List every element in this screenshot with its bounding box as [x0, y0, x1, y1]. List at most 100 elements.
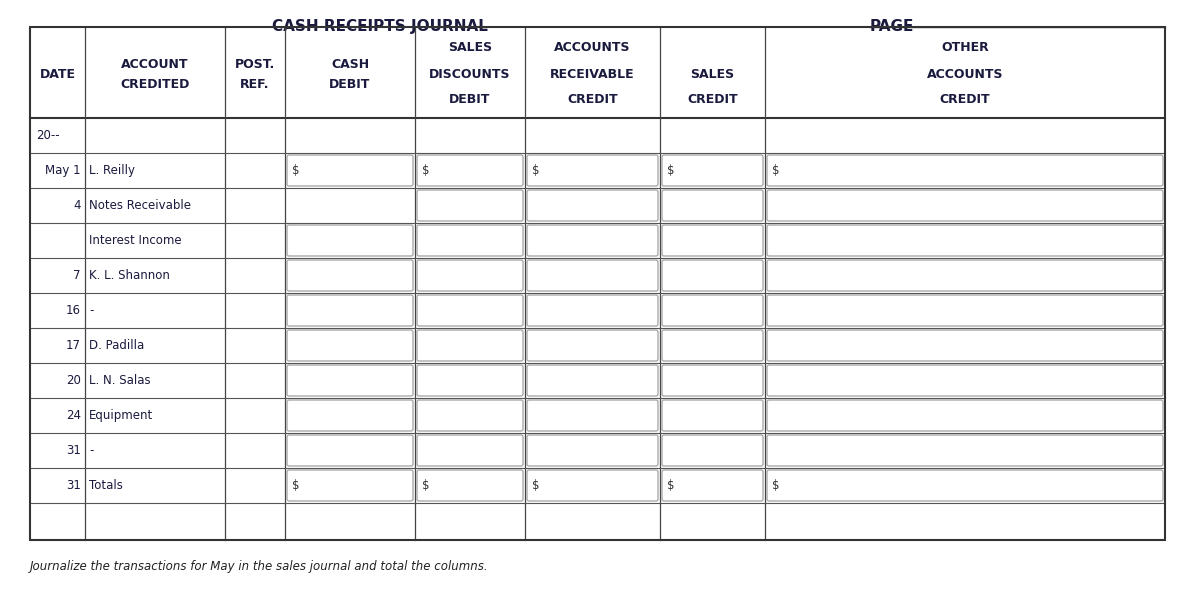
- Text: PAGE: PAGE: [870, 19, 914, 34]
- Text: ACCOUNTS: ACCOUNTS: [554, 40, 631, 53]
- Text: -: -: [89, 444, 94, 457]
- FancyBboxPatch shape: [527, 435, 658, 466]
- Text: Notes Receivable: Notes Receivable: [89, 199, 191, 212]
- FancyBboxPatch shape: [418, 155, 523, 186]
- FancyBboxPatch shape: [662, 260, 763, 291]
- FancyBboxPatch shape: [418, 400, 523, 431]
- FancyBboxPatch shape: [527, 400, 658, 431]
- Text: $: $: [532, 479, 540, 492]
- FancyBboxPatch shape: [527, 365, 658, 396]
- Text: 4: 4: [73, 199, 82, 212]
- Text: SALES: SALES: [690, 68, 734, 81]
- Text: $: $: [292, 479, 300, 492]
- FancyBboxPatch shape: [767, 330, 1163, 361]
- Text: 20--: 20--: [36, 129, 60, 142]
- Text: ACCOUNT: ACCOUNT: [121, 58, 188, 71]
- FancyBboxPatch shape: [662, 365, 763, 396]
- FancyBboxPatch shape: [662, 225, 763, 256]
- Text: Journalize the transactions for May in the sales journal and total the columns.: Journalize the transactions for May in t…: [30, 560, 488, 573]
- FancyBboxPatch shape: [767, 155, 1163, 186]
- FancyBboxPatch shape: [287, 365, 413, 396]
- FancyBboxPatch shape: [527, 330, 658, 361]
- Bar: [30, 27, 1165, 540]
- FancyBboxPatch shape: [287, 400, 413, 431]
- FancyBboxPatch shape: [662, 330, 763, 361]
- Text: DISCOUNTS: DISCOUNTS: [430, 68, 511, 81]
- FancyBboxPatch shape: [527, 155, 658, 186]
- Text: CREDIT: CREDIT: [688, 93, 738, 106]
- Text: DEBIT: DEBIT: [449, 93, 491, 106]
- Text: POST.: POST.: [235, 58, 275, 71]
- Text: 16: 16: [66, 304, 82, 317]
- Text: $: $: [532, 164, 540, 177]
- Text: Equipment: Equipment: [89, 409, 154, 422]
- Text: $: $: [292, 164, 300, 177]
- FancyBboxPatch shape: [767, 260, 1163, 291]
- FancyBboxPatch shape: [767, 190, 1163, 221]
- Text: $: $: [772, 479, 780, 492]
- Text: ACCOUNTS: ACCOUNTS: [926, 68, 1003, 81]
- FancyBboxPatch shape: [662, 470, 763, 501]
- Text: L. N. Salas: L. N. Salas: [89, 374, 151, 387]
- FancyBboxPatch shape: [418, 260, 523, 291]
- FancyBboxPatch shape: [287, 155, 413, 186]
- Text: Totals: Totals: [89, 479, 122, 492]
- Text: 31: 31: [66, 479, 82, 492]
- FancyBboxPatch shape: [287, 330, 413, 361]
- FancyBboxPatch shape: [662, 295, 763, 326]
- Text: -: -: [89, 304, 94, 317]
- FancyBboxPatch shape: [418, 365, 523, 396]
- Text: $: $: [772, 164, 780, 177]
- Text: 24: 24: [66, 409, 82, 422]
- Text: DATE: DATE: [40, 68, 76, 81]
- FancyBboxPatch shape: [287, 260, 413, 291]
- FancyBboxPatch shape: [418, 470, 523, 501]
- Text: CREDIT: CREDIT: [568, 93, 618, 106]
- FancyBboxPatch shape: [767, 435, 1163, 466]
- Text: D. Padilla: D. Padilla: [89, 339, 144, 352]
- FancyBboxPatch shape: [767, 365, 1163, 396]
- Text: CASH RECEIPTS JOURNAL: CASH RECEIPTS JOURNAL: [272, 19, 488, 34]
- FancyBboxPatch shape: [662, 400, 763, 431]
- FancyBboxPatch shape: [418, 225, 523, 256]
- Text: $: $: [422, 479, 430, 492]
- Text: 17: 17: [66, 339, 82, 352]
- FancyBboxPatch shape: [767, 225, 1163, 256]
- FancyBboxPatch shape: [418, 330, 523, 361]
- Text: RECEIVABLE: RECEIVABLE: [550, 68, 635, 81]
- Text: CASH: CASH: [331, 58, 370, 71]
- FancyBboxPatch shape: [662, 155, 763, 186]
- Text: May 1: May 1: [46, 164, 82, 177]
- Text: 7: 7: [73, 269, 82, 282]
- FancyBboxPatch shape: [527, 295, 658, 326]
- FancyBboxPatch shape: [287, 435, 413, 466]
- Text: REF.: REF.: [240, 78, 270, 91]
- Text: DEBIT: DEBIT: [329, 78, 371, 91]
- FancyBboxPatch shape: [287, 295, 413, 326]
- FancyBboxPatch shape: [527, 470, 658, 501]
- FancyBboxPatch shape: [527, 260, 658, 291]
- Text: CREDIT: CREDIT: [940, 93, 990, 106]
- FancyBboxPatch shape: [527, 225, 658, 256]
- Text: $: $: [667, 479, 674, 492]
- FancyBboxPatch shape: [767, 400, 1163, 431]
- FancyBboxPatch shape: [767, 295, 1163, 326]
- FancyBboxPatch shape: [287, 470, 413, 501]
- Text: L. Reilly: L. Reilly: [89, 164, 134, 177]
- FancyBboxPatch shape: [287, 225, 413, 256]
- Text: 31: 31: [66, 444, 82, 457]
- FancyBboxPatch shape: [418, 190, 523, 221]
- Text: SALES: SALES: [448, 40, 492, 53]
- Text: 20: 20: [66, 374, 82, 387]
- FancyBboxPatch shape: [662, 435, 763, 466]
- FancyBboxPatch shape: [767, 470, 1163, 501]
- FancyBboxPatch shape: [418, 435, 523, 466]
- Text: K. L. Shannon: K. L. Shannon: [89, 269, 170, 282]
- Text: Interest Income: Interest Income: [89, 234, 181, 247]
- FancyBboxPatch shape: [418, 295, 523, 326]
- Text: $: $: [667, 164, 674, 177]
- Text: OTHER: OTHER: [941, 40, 989, 53]
- FancyBboxPatch shape: [662, 190, 763, 221]
- FancyBboxPatch shape: [527, 190, 658, 221]
- Text: $: $: [422, 164, 430, 177]
